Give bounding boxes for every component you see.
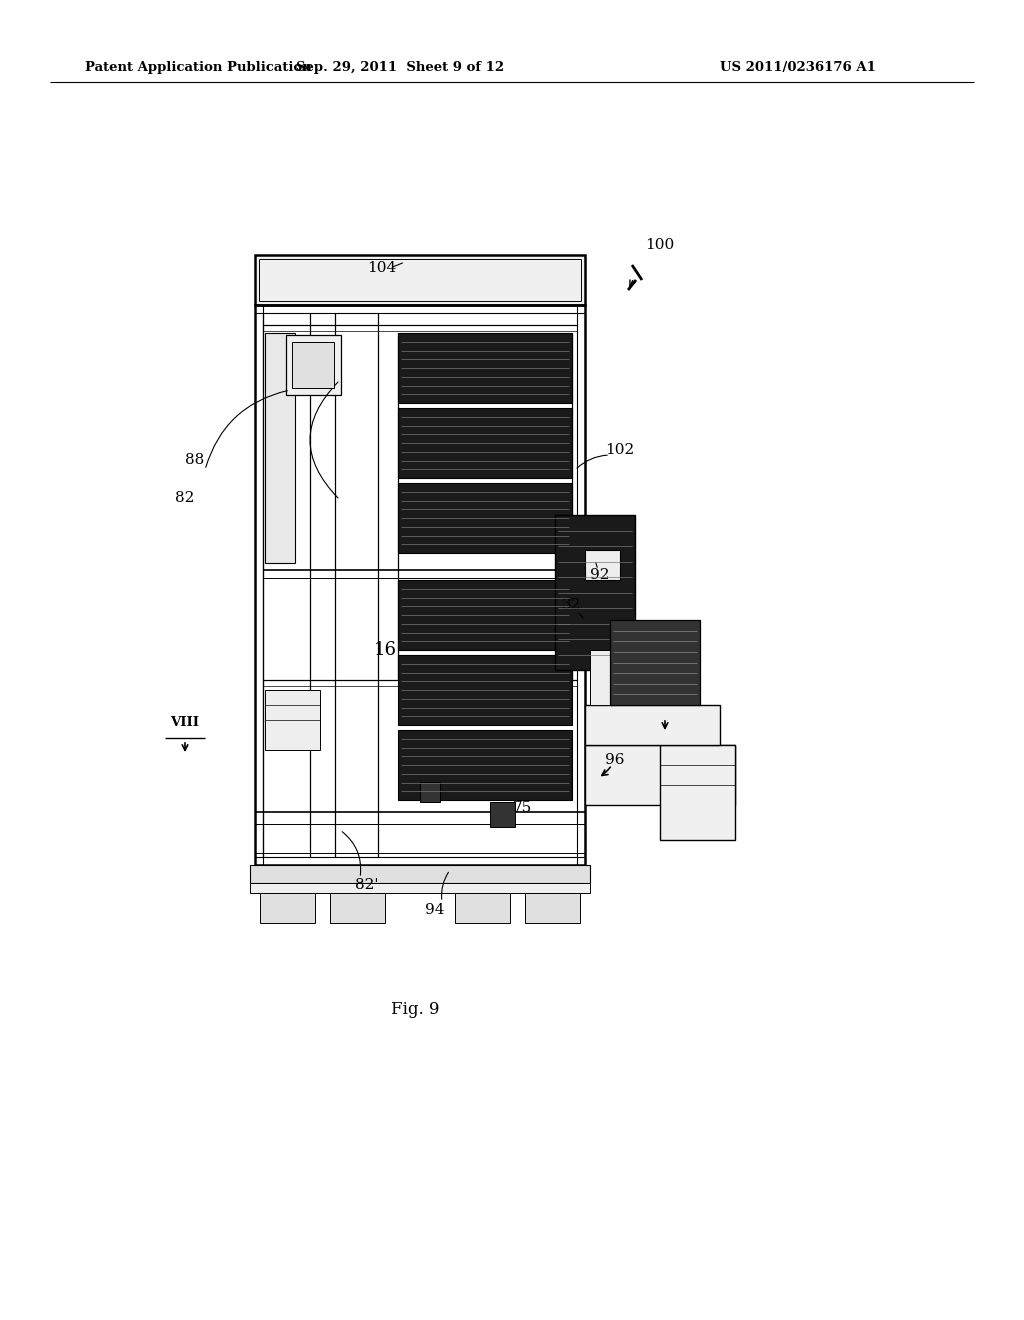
Text: 82: 82 (175, 491, 195, 506)
Bar (660, 744, 735, 840)
Text: 88: 88 (185, 453, 205, 467)
Bar (490, 803, 515, 828)
Text: 104: 104 (368, 261, 396, 275)
Text: 102: 102 (605, 444, 635, 457)
Bar (525, 894, 580, 923)
Bar (585, 705, 720, 744)
Bar (585, 744, 735, 805)
Bar (265, 333, 295, 564)
Bar (250, 865, 590, 883)
Bar (330, 894, 385, 923)
Bar (250, 883, 590, 894)
Text: 100: 100 (645, 238, 675, 252)
Text: 82': 82' (355, 878, 379, 892)
Bar (590, 649, 620, 705)
Text: VIII: VIII (171, 715, 200, 729)
Bar (260, 894, 315, 923)
Text: 94: 94 (425, 903, 444, 917)
Text: 96: 96 (605, 752, 625, 767)
Text: 75: 75 (512, 801, 531, 814)
Text: VIII: VIII (650, 693, 680, 706)
Text: 16: 16 (374, 642, 396, 659)
Text: Fig. 9: Fig. 9 (391, 1002, 439, 1019)
Bar (398, 408, 572, 478)
Bar (455, 894, 510, 923)
FancyArrowPatch shape (310, 381, 338, 498)
Bar (255, 255, 585, 305)
Text: 92: 92 (590, 568, 609, 582)
Bar (398, 579, 572, 649)
Bar (610, 620, 700, 705)
Bar (292, 342, 334, 388)
Bar (255, 305, 585, 865)
Text: 32: 32 (562, 598, 582, 612)
Bar (398, 730, 572, 800)
Bar (286, 335, 341, 395)
Text: Sep. 29, 2011  Sheet 9 of 12: Sep. 29, 2011 Sheet 9 of 12 (296, 62, 504, 74)
Bar (265, 690, 319, 750)
Bar (398, 655, 572, 725)
Bar (398, 333, 572, 403)
Bar (398, 483, 572, 553)
Bar (555, 515, 635, 671)
Text: Patent Application Publication: Patent Application Publication (85, 62, 311, 74)
Text: US 2011/0236176 A1: US 2011/0236176 A1 (720, 62, 876, 74)
Bar (585, 550, 620, 579)
Bar (420, 781, 440, 803)
